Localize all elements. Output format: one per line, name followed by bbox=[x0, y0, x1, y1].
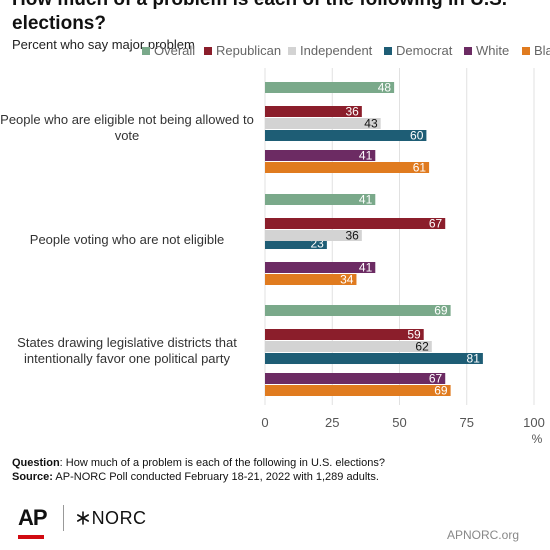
legend-label: Black bbox=[534, 43, 550, 58]
legend-swatch bbox=[384, 47, 392, 55]
x-tick-label: 0 bbox=[261, 415, 268, 430]
bar bbox=[265, 238, 327, 249]
bar bbox=[265, 305, 451, 316]
chart-footer: Question: How much of a problem is each … bbox=[12, 456, 385, 484]
ap-logo: AP bbox=[18, 505, 48, 539]
site-url: APNORC.org bbox=[446, 528, 519, 542]
data-label: 41 bbox=[359, 261, 373, 275]
asterisk-icon bbox=[76, 510, 89, 525]
category-label: intentionally favor one political party bbox=[24, 351, 230, 366]
bar bbox=[265, 194, 376, 205]
bar bbox=[265, 353, 483, 364]
chart-title: How much of a problem is each of the fol… bbox=[12, 0, 507, 34]
data-label: 43 bbox=[364, 117, 378, 131]
bar bbox=[265, 262, 376, 273]
x-tick-label: 25 bbox=[325, 415, 339, 430]
source-label: Source: bbox=[12, 471, 53, 483]
bar-chart: 0 25 50 75 100% Overall Republican Independent D… bbox=[0, 43, 550, 446]
data-label: 41 bbox=[359, 149, 373, 163]
data-label: 41 bbox=[359, 193, 373, 207]
category-label: vote bbox=[115, 128, 140, 143]
bar bbox=[265, 385, 451, 396]
legend-swatch bbox=[522, 47, 530, 55]
question-label: Question bbox=[12, 457, 60, 469]
bar bbox=[265, 341, 432, 352]
source-text: AP-NORC Poll conducted February 18-21, 2… bbox=[52, 471, 379, 483]
bar bbox=[265, 118, 381, 129]
question-note: Question: How much of a problem is each … bbox=[12, 456, 385, 470]
data-label: 48 bbox=[378, 81, 392, 95]
category-label: States drawing legislative districts tha… bbox=[17, 335, 237, 350]
logo-row: AP NORC bbox=[18, 505, 147, 539]
norc-logo: NORC bbox=[76, 508, 147, 529]
legend-label: White bbox=[476, 43, 509, 58]
data-label: 67 bbox=[429, 217, 443, 231]
legend-label: Independent bbox=[300, 43, 373, 58]
legend-label: Overall bbox=[154, 43, 195, 58]
legend-swatch bbox=[464, 47, 472, 55]
logo-divider bbox=[62, 505, 64, 531]
data-label: 69 bbox=[434, 384, 448, 398]
data-label: 81 bbox=[467, 352, 481, 366]
bar bbox=[265, 150, 376, 161]
bar bbox=[265, 82, 395, 93]
bar bbox=[265, 329, 424, 340]
data-label: 62 bbox=[415, 340, 429, 354]
category-label: People voting who are not eligible bbox=[30, 232, 224, 247]
ap-logo-text: AP bbox=[18, 505, 48, 530]
data-label: 61 bbox=[413, 161, 427, 175]
legend-label: Democrat bbox=[396, 43, 453, 58]
x-tick-label: 75 bbox=[460, 415, 474, 430]
bar bbox=[265, 373, 446, 384]
bar bbox=[265, 162, 430, 173]
bar bbox=[265, 230, 362, 241]
data-label: 60 bbox=[410, 129, 424, 143]
bar bbox=[265, 106, 362, 117]
bar bbox=[265, 218, 446, 229]
legend-swatch bbox=[288, 47, 296, 55]
x-tick-label: 50 bbox=[392, 415, 406, 430]
data-label: 36 bbox=[345, 105, 359, 119]
data-label: 67 bbox=[429, 372, 443, 386]
question-text: : How much of a problem is each of the f… bbox=[59, 457, 385, 469]
x-tick-label: 100 bbox=[523, 415, 545, 430]
category-label: People who are eligible not being allowe… bbox=[0, 112, 254, 127]
data-label: 36 bbox=[345, 229, 359, 243]
data-label: 69 bbox=[434, 304, 448, 318]
ap-logo-bar bbox=[18, 535, 44, 539]
norc-logo-text: NORC bbox=[91, 507, 147, 528]
bar bbox=[265, 130, 427, 141]
legend-swatch bbox=[204, 47, 212, 55]
legend-swatch bbox=[142, 47, 150, 55]
bar bbox=[265, 274, 357, 285]
source-note: Source: AP-NORC Poll conducted February … bbox=[12, 470, 385, 484]
x-unit-label: % bbox=[532, 432, 543, 446]
data-label: 34 bbox=[340, 273, 354, 287]
legend-label: Republican bbox=[216, 43, 281, 58]
data-label: 59 bbox=[407, 328, 421, 342]
